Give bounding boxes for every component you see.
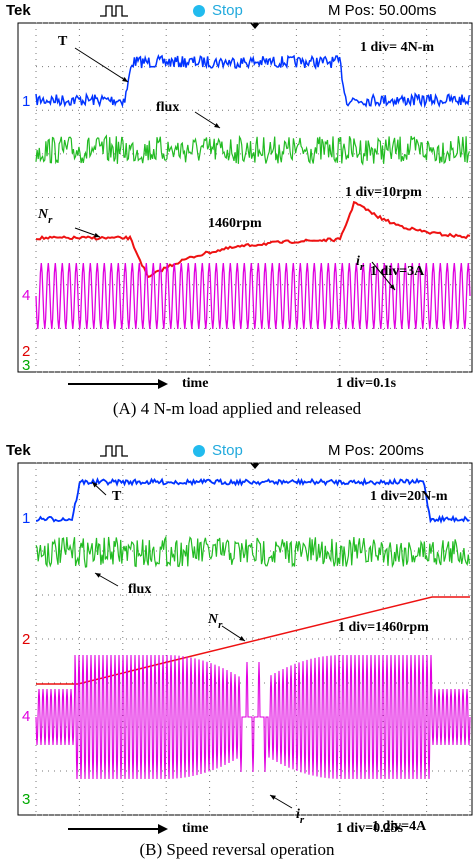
time-arrow-head: [158, 824, 168, 834]
pointer-head: [92, 482, 98, 488]
annotation: 1 div=1460rpm: [338, 620, 429, 635]
annotation-sub: r: [218, 619, 223, 631]
screen: [17, 462, 473, 816]
position: M Pos: 50.00ms: [328, 2, 436, 19]
waveform: [35, 654, 471, 780]
annotation-main: 1 div= 4N-m: [360, 40, 434, 55]
annotation: Nr: [37, 207, 53, 225]
annotation: 1 div= 4N-m: [360, 40, 434, 55]
waveform: [35, 535, 470, 569]
pointer-head: [239, 636, 245, 641]
annotation: ir: [296, 807, 305, 825]
annotation: ir: [356, 254, 365, 272]
caption: (A) 4 N-m load applied and released: [113, 399, 362, 418]
annotation: 1 div=3A: [370, 264, 425, 279]
annotation: 1 div=20N-m: [370, 489, 448, 504]
annotation-main: i: [296, 807, 300, 822]
annotation-main: 1 div=3A: [370, 264, 425, 279]
annotation: 1 div=4A: [372, 819, 427, 834]
pointer: [371, 261, 396, 291]
annotation: 1460rpm: [208, 216, 262, 231]
caption: (B) Speed reversal operation: [140, 840, 335, 859]
annotation-main: 1460rpm: [208, 216, 262, 231]
time-label: time: [182, 376, 208, 391]
channel-marker: 3: [22, 791, 30, 808]
annotation-main: flux: [156, 100, 179, 115]
trigger-icon: [100, 5, 128, 17]
pointer-head: [389, 284, 395, 290]
annotation: flux: [128, 582, 151, 597]
waveform: [36, 596, 470, 685]
brand: Tek: [6, 2, 31, 19]
brand: Tek: [6, 442, 31, 459]
pointer-head: [214, 123, 220, 128]
time-scale: 1 div=0.25s: [336, 821, 404, 836]
annotation-sub: r: [360, 261, 365, 273]
time-arrow-head: [158, 379, 168, 389]
annotation-main: T: [112, 489, 122, 504]
status-dot: [193, 5, 205, 17]
pointer-head: [270, 795, 276, 800]
waveform: [35, 54, 470, 109]
position: M Pos: 200ms: [328, 442, 424, 459]
annotation-main: 1 div=20N-m: [370, 489, 448, 504]
status: Stop: [212, 2, 243, 19]
annotation: flux: [156, 100, 179, 115]
channel-marker: 3: [22, 357, 30, 374]
annotation: Nr: [207, 612, 223, 630]
annotation-main: 1 div=4A: [372, 819, 427, 834]
channel-marker: 2: [22, 631, 30, 648]
annotation-main: T: [58, 34, 68, 49]
time-label: time: [182, 821, 208, 836]
annotation-main: N: [37, 207, 49, 222]
channel-marker: 2: [22, 343, 30, 360]
annotation: T: [112, 489, 122, 504]
trigger-marker: [250, 23, 260, 29]
annotation-main: i: [356, 254, 360, 269]
waveform: [35, 200, 471, 279]
annotation-sub: r: [300, 814, 305, 826]
annotation: T: [58, 34, 68, 49]
channel-marker: 1: [22, 93, 30, 110]
status-dot: [193, 445, 205, 457]
annotation-main: 1 div=1460rpm: [338, 620, 429, 635]
pointer: [74, 47, 129, 83]
trigger-marker: [250, 463, 260, 469]
annotation-sub: r: [48, 214, 53, 226]
channel-marker: 4: [22, 287, 30, 304]
waveform: [35, 134, 470, 166]
waveform: [35, 477, 470, 524]
channel-marker: 1: [22, 510, 30, 527]
pointer-head: [94, 232, 100, 238]
annotation-main: N: [207, 612, 219, 627]
annotation-main: 1 div=10rpm: [345, 185, 422, 200]
time-scale: 1 div=0.1s: [336, 376, 397, 391]
pointer-head: [122, 77, 128, 82]
status: Stop: [212, 442, 243, 459]
waveform: [35, 262, 471, 330]
annotation: 1 div=10rpm: [345, 185, 422, 200]
annotation-main: flux: [128, 582, 151, 597]
pointer-head: [95, 573, 101, 578]
channel-marker: 4: [22, 708, 30, 725]
trigger-icon: [100, 445, 128, 457]
